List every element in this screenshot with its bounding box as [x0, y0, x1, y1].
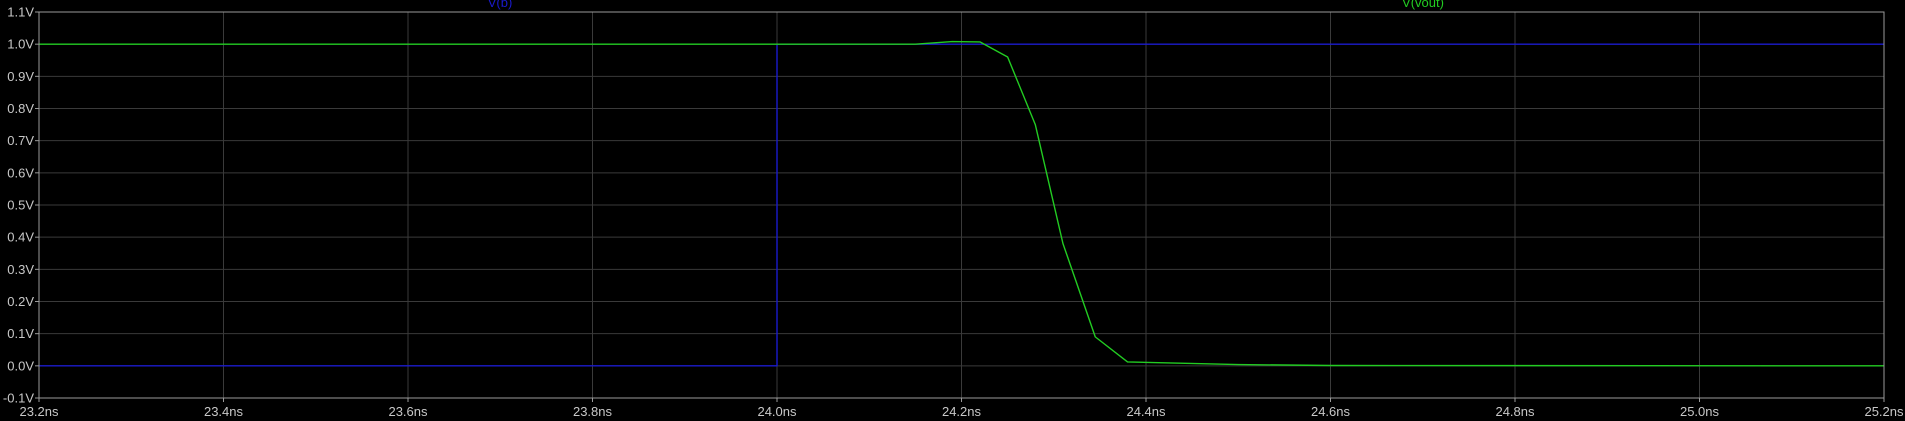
- y-tick-label: 0.0V: [7, 358, 34, 373]
- legend-layer: V(b) V(vout): [488, 0, 1444, 10]
- y-tick-label: 0.6V: [7, 165, 34, 180]
- tick-layer: 23.2ns 23.4ns 23.6ns 23.8ns 24.0ns 24.2ns 24.4…: [3, 5, 1904, 420]
- x-tick-label: 24.8ns: [1495, 404, 1535, 419]
- series-layer: [39, 40, 1885, 367]
- y-tick-label: 0.9V: [7, 69, 34, 84]
- y-tick-label: 0.4V: [7, 230, 34, 245]
- x-tick-label: 24.0ns: [757, 404, 797, 419]
- y-tick-label: 1.1V: [7, 5, 34, 20]
- y-tick-label: 0.2V: [7, 294, 34, 309]
- y-tick-label: 0.1V: [7, 326, 34, 341]
- x-tick-label: 23.2ns: [19, 404, 59, 419]
- series-trace-v-b: [39, 43, 1884, 367]
- grid-layer: [39, 12, 1884, 398]
- y-tick-label: 0.3V: [7, 262, 34, 277]
- legend-label: V(b): [488, 0, 513, 10]
- x-tick-label: 25.2ns: [1864, 404, 1904, 419]
- x-tick-label: 24.4ns: [1126, 404, 1166, 419]
- x-tick-label: 25.0ns: [1680, 404, 1720, 419]
- y-tick-label: 1.0V: [7, 37, 34, 52]
- legend-label: V(vout): [1402, 0, 1444, 10]
- y-tick-label: 0.7V: [7, 133, 34, 148]
- x-tick-label: 23.8ns: [573, 404, 613, 419]
- series-trace-v-vout: [39, 40, 1885, 367]
- x-tick-label: 24.2ns: [942, 404, 982, 419]
- x-tick-label: 23.4ns: [204, 404, 244, 419]
- x-tick-label: 23.6ns: [388, 404, 428, 419]
- y-tick-label: 0.5V: [7, 198, 34, 213]
- y-tick-label: -0.1V: [3, 391, 34, 406]
- x-tick-label: 24.6ns: [1311, 404, 1351, 419]
- y-tick-label: 0.8V: [7, 101, 34, 116]
